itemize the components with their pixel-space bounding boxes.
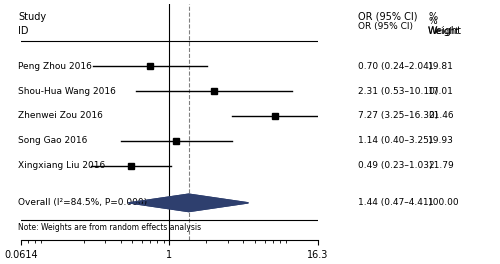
Text: 7.27 (3.25–16.30): 7.27 (3.25–16.30) [358, 111, 438, 120]
Text: %
Weight: % Weight [428, 17, 460, 36]
Text: 21.46: 21.46 [428, 111, 454, 120]
Text: Zhenwei Zou 2016: Zhenwei Zou 2016 [18, 111, 103, 120]
Text: 0.49 (0.23–1.03): 0.49 (0.23–1.03) [358, 161, 433, 170]
Polygon shape [129, 194, 248, 211]
Text: Xingxiang Liu 2016: Xingxiang Liu 2016 [18, 161, 106, 170]
Text: OR (95% CI): OR (95% CI) [358, 12, 418, 22]
Text: %: % [428, 12, 437, 22]
Text: Weight: Weight [428, 26, 462, 36]
Text: 2.31 (0.53–10.10): 2.31 (0.53–10.10) [358, 87, 438, 96]
Text: Note: Weights are from random effects analysis: Note: Weights are from random effects an… [18, 223, 202, 232]
Text: OR (95% CI): OR (95% CI) [358, 22, 414, 31]
Text: 21.79: 21.79 [428, 161, 454, 170]
Text: 17.01: 17.01 [428, 87, 454, 96]
Text: Overall (I²=84.5%, P=0.000): Overall (I²=84.5%, P=0.000) [18, 198, 148, 207]
Text: 19.81: 19.81 [428, 62, 454, 71]
Text: Study: Study [18, 12, 46, 22]
Text: Shou-Hua Wang 2016: Shou-Hua Wang 2016 [18, 87, 116, 96]
Text: Peng Zhou 2016: Peng Zhou 2016 [18, 62, 92, 71]
Text: 0.70 (0.24–2.04): 0.70 (0.24–2.04) [358, 62, 432, 71]
Text: 1.14 (0.40–3.25): 1.14 (0.40–3.25) [358, 136, 432, 145]
Text: 100.00: 100.00 [428, 198, 460, 207]
Text: 1.44 (0.47–4.41): 1.44 (0.47–4.41) [358, 198, 432, 207]
Text: 19.93: 19.93 [428, 136, 454, 145]
Text: ID: ID [18, 26, 29, 36]
Text: Song Gao 2016: Song Gao 2016 [18, 136, 87, 145]
